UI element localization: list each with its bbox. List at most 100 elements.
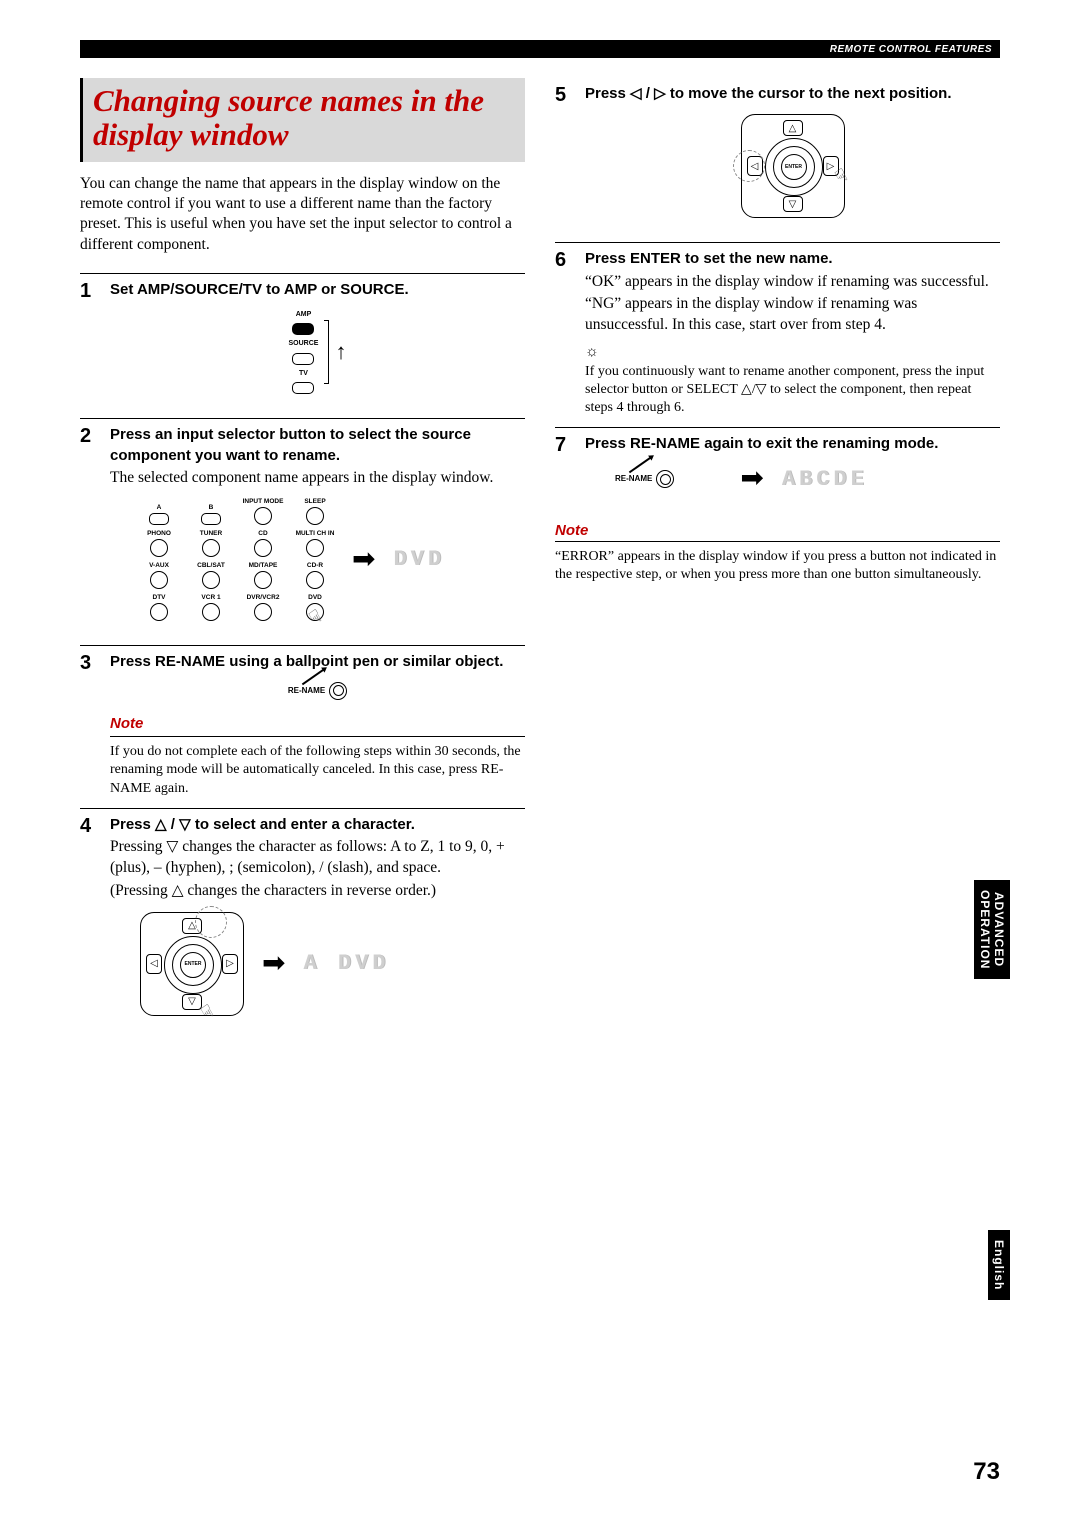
side-tab-line1: ADVANCED <box>992 892 1006 967</box>
enter-label: ENTER <box>180 952 206 978</box>
step-6: 6 Press ENTER to set the new name. “OK” … <box>555 242 1000 417</box>
arrow-right-icon: ➡ <box>262 950 285 978</box>
step-2-text: The selected component name appears in t… <box>110 468 525 489</box>
btn-multichin-label: MULTI CH IN <box>296 531 335 538</box>
btn-circle <box>254 571 272 589</box>
pad-up-icon: △ <box>783 120 803 136</box>
header-bar: REMOTE CONTROL FEATURES <box>80 40 1000 58</box>
step-5-head: Press ◁ / ▷ to move the cursor to the ne… <box>585 84 1000 104</box>
switch-diagram: AMP SOURCE TV ↑ <box>110 310 525 394</box>
input-button-grid: A B INPUT MODE SLEEP PHONO TUNER CD MULT… <box>140 499 334 621</box>
s5-post: to move the cursor to the next position. <box>666 85 952 102</box>
section-title-box: Changing source names in the display win… <box>80 78 525 162</box>
final-note-text: “ERROR” appears in the display window if… <box>555 548 1000 584</box>
pen-icon <box>629 457 651 474</box>
btn-inputmode-label: INPUT MODE <box>243 499 284 506</box>
step-3-note: If you do not complete each of the follo… <box>110 743 525 798</box>
step-3-head: Press RE-NAME using a ballpoint pen or s… <box>110 652 525 672</box>
left-column: Changing source names in the display win… <box>80 78 525 1040</box>
step-6-tip: If you continuously want to rename anoth… <box>585 363 1000 418</box>
btn-circle <box>202 539 220 557</box>
step-5: 5 Press ◁ / ▷ to move the cursor to the … <box>555 78 1000 232</box>
right-column: 5 Press ◁ / ▷ to move the cursor to the … <box>555 78 1000 1040</box>
step-3: 3 Press RE-NAME using a ballpoint pen or… <box>80 645 525 798</box>
display-abcde: ABCDE <box>782 465 868 495</box>
step-2-number: 2 <box>80 425 110 634</box>
step-4: 4 Press △ / ▽ to select and enter a char… <box>80 808 525 1030</box>
step-1-head: Set AMP/SOURCE/TV to AMP or SOURCE. <box>110 280 525 300</box>
cursor-pad-diagram: ENTER △ ▽ ◁ ▷ ☟ <box>741 114 845 218</box>
step-7: 7 Press RE-NAME again to exit the renami… <box>555 427 1000 508</box>
btn-circle <box>306 507 324 525</box>
intro-text: You can change the name that appears in … <box>80 174 525 255</box>
btn-circle <box>202 571 220 589</box>
up-arrow-icon: ↑ <box>335 341 346 363</box>
note-label: Note <box>110 714 525 737</box>
arrow-right-icon: ➡ <box>352 546 375 574</box>
rename-button-icon <box>656 470 674 488</box>
enter-label: ENTER <box>781 154 807 180</box>
btn-circle <box>306 571 324 589</box>
btn-b-label: B <box>209 505 214 512</box>
switch-bracket <box>324 320 329 384</box>
step-1-number: 1 <box>80 280 110 409</box>
btn-vaux-label: V-AUX <box>149 563 169 570</box>
rename-diagram: RE-NAME <box>615 470 674 488</box>
step-4-number: 4 <box>80 815 110 1030</box>
switch-node-amp <box>292 323 314 335</box>
rename-label: RE-NAME <box>615 474 652 485</box>
step-3-number: 3 <box>80 652 110 798</box>
pad-left-icon: ◁ <box>146 954 162 974</box>
btn-dvd-label: DVD <box>308 595 322 602</box>
step-7-number: 7 <box>555 434 585 508</box>
btn-cblsat-label: CBL/SAT <box>197 563 225 570</box>
step-6-head: Press ENTER to set the new name. <box>585 249 1000 269</box>
section-title: Changing source names in the display win… <box>93 84 515 152</box>
cursor-pad-diagram: ENTER △ ▽ ◁ ▷ ☟ <box>140 912 244 1016</box>
switch-label-tv: TV <box>299 369 308 378</box>
btn-phono-label: PHONO <box>147 531 171 538</box>
btn-circle <box>254 539 272 557</box>
side-tab-english: English <box>988 1230 1010 1300</box>
btn-dtv-label: DTV <box>153 595 166 602</box>
side-tab-advanced: ADVANCED OPERATION <box>974 880 1010 979</box>
btn-vcr1-label: VCR 1 <box>201 595 220 602</box>
step-4-text-b: (Pressing △ changes the characters in re… <box>110 881 525 902</box>
btn-circle <box>150 603 168 621</box>
step-1: 1 Set AMP/SOURCE/TV to AMP or SOURCE. AM… <box>80 273 525 409</box>
display-a-dvd: A DVD <box>303 949 389 979</box>
s4-post: to select and enter a character. <box>191 816 415 833</box>
s4-mid: / <box>167 816 180 833</box>
dotted-highlight-icon <box>195 906 227 938</box>
switch-label-source: SOURCE <box>289 339 319 348</box>
btn-cdr-label: CD-R <box>307 563 323 570</box>
step-6-text-b: “NG” appears in the display window if re… <box>585 294 1000 336</box>
step-4-head: Press △ / ▽ to select and enter a charac… <box>110 815 525 835</box>
btn-oval <box>149 513 169 525</box>
step-6-number: 6 <box>555 249 585 417</box>
btn-dvrvcr2-label: DVR/VCR2 <box>247 595 280 602</box>
step-7-head: Press RE-NAME again to exit the renaming… <box>585 434 1000 454</box>
btn-circle <box>150 539 168 557</box>
s4-pre: Press <box>110 816 155 833</box>
btn-circle <box>150 571 168 589</box>
triangle-right-icon: ▷ <box>654 84 666 104</box>
dotted-highlight-icon <box>733 150 765 182</box>
pad-right-icon: ▷ <box>222 954 238 974</box>
btn-circle <box>202 603 220 621</box>
rename-label: RE-NAME <box>288 686 325 697</box>
s5-mid: / <box>642 85 655 102</box>
triangle-up-icon: △ <box>155 815 167 835</box>
display-dvd: DVD <box>393 545 445 575</box>
btn-circle <box>306 539 324 557</box>
s5-pre: Press <box>585 85 630 102</box>
triangle-down-icon: ▽ <box>179 815 191 835</box>
btn-circle <box>254 603 272 621</box>
final-note-label: Note <box>555 522 1000 542</box>
triangle-left-icon: ◁ <box>630 84 642 104</box>
btn-a-label: A <box>157 505 162 512</box>
step-6-text-a: “OK” appears in the display window if re… <box>585 272 1000 293</box>
btn-circle <box>254 507 272 525</box>
step-2-head: Press an input selector button to select… <box>110 425 525 466</box>
step-2: 2 Press an input selector button to sele… <box>80 418 525 634</box>
